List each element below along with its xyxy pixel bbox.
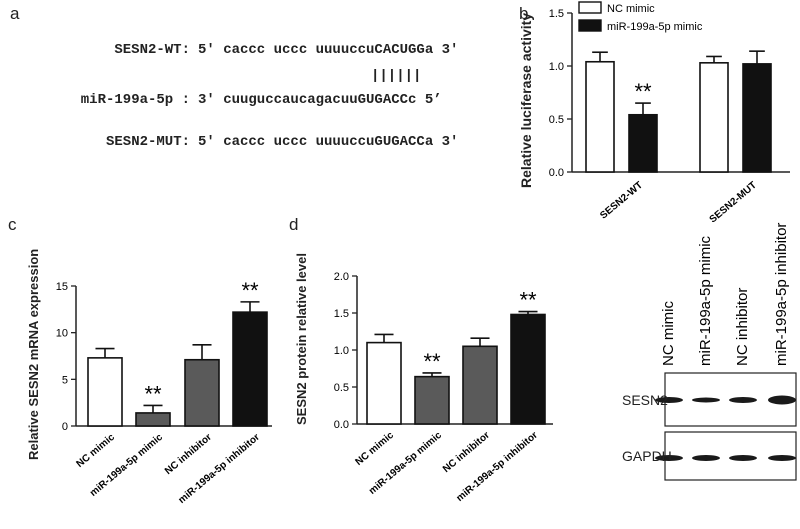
seq-name-wt: SESN2-WT: — [114, 42, 190, 58]
seq-wt: 5' caccc uccc uuuuccuCACUGGa 3' — [198, 42, 459, 58]
panel-c-bar — [87, 357, 123, 427]
panel-b-y-tick-label: 0.5 — [549, 114, 564, 126]
blot-band-gapdh — [692, 455, 720, 461]
panel-b-bar — [699, 62, 729, 173]
blot-band-sesn2 — [655, 397, 683, 403]
panel-d-y-tick-label: 1.5 — [334, 308, 349, 320]
panel-d-y-tick-label: 0.0 — [334, 419, 349, 431]
panel-c-letter: c — [8, 215, 17, 234]
panel-c-y-tick-label: 10 — [56, 328, 68, 340]
blot-band-sesn2 — [768, 395, 796, 405]
panel-c-y-tick-label: 0 — [62, 421, 68, 433]
blot-band-sesn2 — [692, 397, 720, 403]
panel-b-y-tick-label: 1.0 — [549, 61, 564, 73]
panel-c-bar — [135, 412, 171, 427]
panel-c-significance: ** — [241, 278, 259, 303]
panel-d-letter: d — [289, 215, 299, 234]
panel-b-y-tick-label: 1.5 — [549, 8, 564, 20]
seq-name-mirna: miR-199a-5p : — [80, 92, 190, 108]
blot-lane-label: miR-199a-5p inhibitor — [773, 223, 790, 366]
seq-mut: 5' caccc uccc uuuuccuGUGACCa 3' — [198, 134, 459, 150]
panel-d-x-tick-label: NC mimic — [354, 430, 397, 468]
panel-b-legend-swatch — [578, 1, 602, 14]
panel-b-letter: b — [519, 4, 529, 23]
panel-d-significance: ** — [423, 349, 441, 374]
panel-c-x-tick-label: miR-199a-5p inhibitor — [177, 432, 262, 506]
panel-b-legend-label: NC mimic — [607, 3, 655, 15]
panel-d-y-tick-label: 2.0 — [334, 271, 349, 283]
panel-c-x-tick-label: NC mimic — [75, 432, 118, 470]
blot-lane-label: miR-199a-5p mimic — [697, 235, 714, 366]
blot-band-sesn2 — [729, 397, 757, 403]
blot-row-label-sesn2: SESN2 — [622, 392, 668, 408]
seq-mirna: 3' cuuguccaucagacuuGUGACCc 5’ — [198, 92, 442, 108]
seq-pairing: |||||| — [371, 68, 422, 84]
panel-b-x-tick-label: SESN2-WT — [598, 180, 645, 222]
panel-c-y-tick-label: 15 — [56, 281, 68, 293]
blot-band-gapdh — [768, 455, 796, 461]
blot-lane-label: NC mimic — [660, 301, 677, 366]
panel-b-x-tick-label: SESN2-MUT — [708, 180, 759, 226]
panel-b-bar — [585, 60, 615, 173]
panel-c-significance: ** — [144, 381, 162, 406]
panel-d-x-tick-label: NC inhibitor — [441, 430, 492, 475]
panel-d-significance: ** — [519, 288, 537, 313]
panel-c-x-tick-label: NC inhibitor — [163, 432, 214, 477]
panel-b-legend-label: miR-199a-5p mimic — [607, 21, 703, 33]
panel-b-bar — [742, 63, 772, 173]
panel-d-bar — [510, 313, 546, 425]
panel-d-y-tick-label: 0.5 — [334, 382, 349, 394]
blot-row-label-gapdh: GAPDH — [622, 448, 672, 464]
panel-d-x-tick-label: miR-199a-5p inhibitor — [455, 430, 540, 504]
panel-b-legend-swatch — [578, 19, 602, 32]
panel-c-bar — [184, 358, 220, 427]
panel-d-bar — [366, 341, 402, 425]
panel-b-y-tick-label: 0.0 — [549, 167, 564, 179]
seq-name-mut: SESN2-MUT: — [105, 134, 190, 150]
panel-c-bar — [232, 311, 268, 427]
blot-band-gapdh — [729, 455, 757, 461]
panel-c-y-tick-label: 5 — [62, 374, 68, 386]
blot-lane-label: NC inhibitor — [734, 288, 751, 366]
panel-d-bar — [414, 375, 450, 425]
panel-b-bar — [628, 113, 658, 173]
panel-a-letter: a — [10, 4, 20, 23]
blot-band-gapdh — [655, 455, 683, 461]
panel-b-significance: ** — [634, 79, 652, 104]
panel-d-y-tick-label: 1.0 — [334, 345, 349, 357]
panel-d-bar — [462, 345, 498, 425]
